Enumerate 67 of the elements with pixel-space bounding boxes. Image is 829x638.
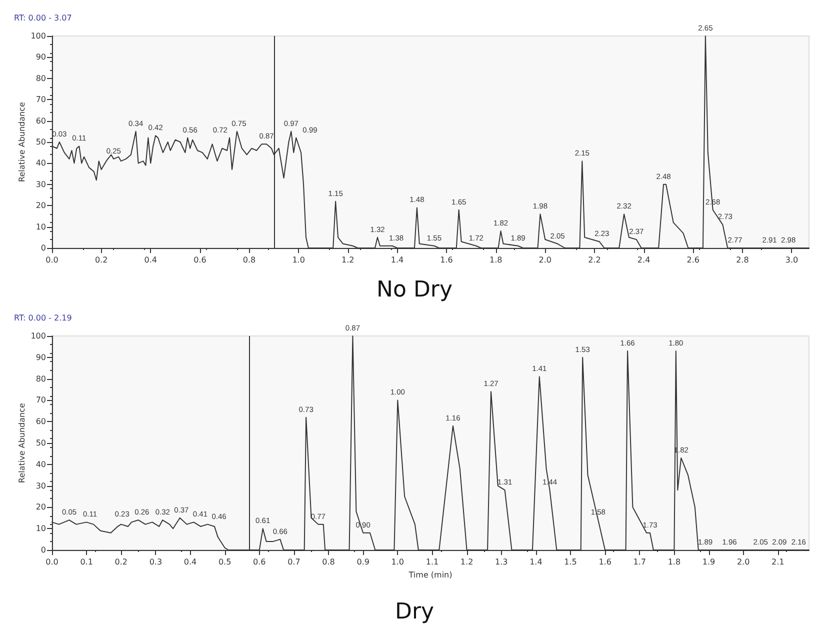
x-tick-label: 3.0 [785, 256, 798, 264]
x-tick-label: 2.2 [588, 256, 601, 264]
x-tick-label: 1.8 [668, 558, 681, 566]
y-tick-label: 30 [36, 481, 46, 490]
y-axis-title: Relative Abundance [18, 402, 26, 483]
text: RT: 0.00 - 3.07 [14, 14, 72, 22]
y-tick-label: 100 [30, 32, 46, 40]
x-tick-label: 1.0 [292, 256, 305, 264]
text: RT: 0.00 - 2.19 [14, 314, 72, 322]
x-tick-label: 0.7 [288, 558, 300, 566]
y-tick-label: 10 [36, 524, 46, 534]
x-tick-label: 1.7 [633, 558, 646, 566]
text: Dry [394, 600, 434, 624]
x-tick-label: 0.8 [322, 558, 335, 566]
x-tick-label: 0.0 [46, 558, 58, 566]
x-tick-label: 2.0 [736, 558, 750, 566]
text: No Dry [376, 278, 452, 302]
y-tick-label: 60 [36, 116, 46, 126]
x-tick-label: 2.6 [686, 256, 700, 264]
x-tick-label: 2.0 [538, 256, 552, 264]
y-tick-label: 40 [36, 158, 46, 168]
x-tick-label: 1.6 [598, 558, 612, 566]
y-tick-label: 100 [30, 332, 46, 340]
x-tick-label: 0.2 [114, 558, 128, 566]
x-tick-label: 0.3 [149, 558, 162, 566]
y-tick-label: 0 [40, 244, 46, 252]
x-tick-label: 2.8 [736, 256, 749, 264]
y-tick-label: 20 [36, 502, 46, 512]
y-tick-label: 70 [36, 396, 46, 405]
y-tick-label: 50 [36, 138, 46, 146]
y-tick-label: 90 [36, 352, 46, 362]
x-axis-title: Time (min) [408, 570, 452, 580]
y-tick-label: 50 [36, 438, 46, 448]
x-tick-label: 1.5 [564, 558, 577, 566]
y-tick-label: 80 [36, 374, 46, 384]
y-tick-label: 0 [40, 546, 46, 554]
x-tick-label: 1.9 [702, 558, 716, 566]
y-tick-label: 60 [36, 417, 46, 426]
y-tick-label: 80 [36, 74, 46, 83]
x-tick-label: 1.2 [460, 558, 474, 566]
x-tick-label: 0.6 [194, 256, 206, 264]
x-tick-label: 1.8 [489, 256, 502, 264]
y-tick-label: 10 [36, 222, 46, 232]
y-tick-label: 20 [36, 201, 46, 210]
x-tick-label: 0.1 [80, 558, 93, 566]
y-tick-label: 90 [36, 52, 46, 62]
x-tick-label: 0.8 [242, 256, 256, 264]
x-tick-label: 1.6 [440, 256, 453, 264]
x-tick-label: 2.1 [772, 558, 784, 566]
x-tick-label: 1.4 [530, 558, 542, 566]
y-tick-label: 30 [36, 180, 46, 189]
y-axis-title: Relative Abundance [18, 102, 26, 182]
x-tick-label: 1.2 [342, 256, 354, 264]
x-tick-label: 2.4 [637, 256, 650, 264]
x-tick-label: 1.4 [390, 256, 404, 264]
x-tick-label: 0.5 [218, 558, 232, 566]
y-tick-label: 70 [36, 95, 46, 104]
y-tick-label: 40 [36, 460, 46, 469]
x-tick-label: 0.4 [144, 256, 157, 264]
x-tick-label: 0.0 [46, 256, 58, 264]
x-tick-label: 1.3 [494, 558, 508, 566]
x-tick-label: 0.2 [94, 256, 108, 264]
x-tick-label: 1.1 [426, 558, 439, 566]
x-tick-label: 0.4 [184, 558, 197, 566]
x-tick-label: 0.6 [253, 558, 266, 566]
x-tick-label: 1.0 [391, 558, 404, 566]
x-tick-label: 0.9 [356, 558, 370, 566]
